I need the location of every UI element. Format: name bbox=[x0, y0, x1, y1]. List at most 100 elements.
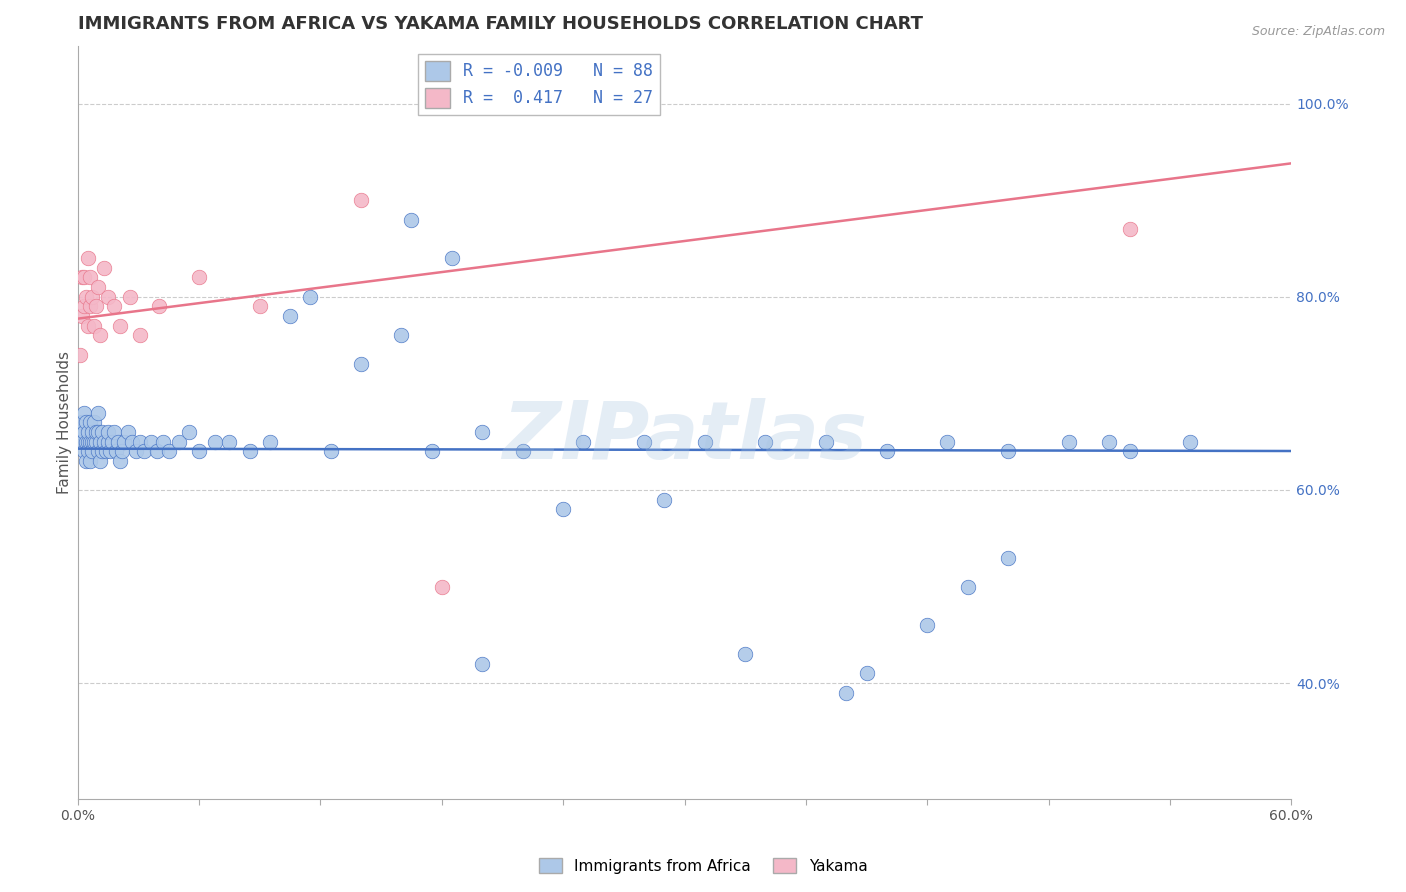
Point bbox=[997, 444, 1019, 458]
Point bbox=[108, 454, 131, 468]
Point bbox=[915, 618, 938, 632]
Text: ZIPatlas: ZIPatlas bbox=[502, 399, 868, 476]
Point bbox=[91, 444, 114, 458]
Point bbox=[105, 444, 128, 458]
Point bbox=[440, 251, 463, 265]
Point bbox=[148, 300, 170, 314]
Point bbox=[553, 502, 575, 516]
Point bbox=[73, 300, 96, 314]
Point bbox=[69, 425, 91, 439]
Point bbox=[84, 434, 107, 449]
Text: IMMIGRANTS FROM AFRICA VS YAKAMA FAMILY HOUSEHOLDS CORRELATION CHART: IMMIGRANTS FROM AFRICA VS YAKAMA FAMILY … bbox=[77, 15, 922, 33]
Point bbox=[79, 270, 101, 285]
Point bbox=[350, 358, 373, 372]
Point bbox=[129, 434, 152, 449]
Point bbox=[70, 434, 93, 449]
Point bbox=[239, 444, 262, 458]
Point bbox=[876, 444, 898, 458]
Point bbox=[633, 434, 655, 449]
Point bbox=[471, 657, 494, 671]
Point bbox=[572, 434, 595, 449]
Point bbox=[75, 416, 97, 430]
Point bbox=[87, 444, 110, 458]
Point bbox=[855, 666, 877, 681]
Point bbox=[87, 280, 110, 294]
Point bbox=[112, 434, 135, 449]
Point bbox=[89, 454, 111, 468]
Point bbox=[471, 425, 494, 439]
Point bbox=[134, 444, 156, 458]
Point bbox=[997, 550, 1019, 565]
Point bbox=[278, 309, 301, 323]
Point bbox=[93, 260, 115, 275]
Point bbox=[108, 318, 131, 333]
Legend: R = -0.009   N = 88, R =  0.417   N = 27: R = -0.009 N = 88, R = 0.417 N = 27 bbox=[418, 54, 659, 115]
Point bbox=[76, 251, 98, 265]
Point bbox=[204, 434, 226, 449]
Point bbox=[87, 425, 110, 439]
Point bbox=[734, 647, 756, 661]
Point bbox=[70, 309, 93, 323]
Point bbox=[101, 434, 124, 449]
Point bbox=[94, 444, 117, 458]
Point bbox=[76, 444, 98, 458]
Point bbox=[75, 454, 97, 468]
Point bbox=[111, 444, 134, 458]
Text: Source: ZipAtlas.com: Source: ZipAtlas.com bbox=[1251, 25, 1385, 38]
Point bbox=[218, 434, 240, 449]
Point bbox=[98, 444, 121, 458]
Point bbox=[1118, 444, 1140, 458]
Point bbox=[89, 328, 111, 343]
Point bbox=[121, 434, 143, 449]
Point bbox=[83, 318, 105, 333]
Point bbox=[188, 270, 211, 285]
Legend: Immigrants from Africa, Yakama: Immigrants from Africa, Yakama bbox=[533, 852, 873, 880]
Point bbox=[129, 328, 152, 343]
Point bbox=[75, 290, 97, 304]
Point bbox=[76, 318, 98, 333]
Point bbox=[512, 444, 534, 458]
Point bbox=[73, 406, 96, 420]
Point bbox=[120, 290, 142, 304]
Point bbox=[80, 425, 103, 439]
Point bbox=[84, 425, 107, 439]
Point bbox=[97, 290, 120, 304]
Point bbox=[1118, 222, 1140, 236]
Point bbox=[401, 212, 423, 227]
Point bbox=[693, 434, 716, 449]
Point bbox=[80, 290, 103, 304]
Point bbox=[389, 328, 412, 343]
Point bbox=[652, 492, 675, 507]
Point bbox=[103, 425, 125, 439]
Point bbox=[75, 434, 97, 449]
Point bbox=[107, 434, 129, 449]
Point bbox=[79, 434, 101, 449]
Point bbox=[89, 434, 111, 449]
Point bbox=[188, 444, 211, 458]
Point bbox=[956, 580, 979, 594]
Point bbox=[152, 434, 174, 449]
Point bbox=[76, 434, 98, 449]
Point bbox=[80, 444, 103, 458]
Point bbox=[350, 193, 373, 207]
Point bbox=[157, 444, 180, 458]
Point bbox=[97, 434, 120, 449]
Point bbox=[145, 444, 167, 458]
Point bbox=[76, 425, 98, 439]
Point bbox=[249, 300, 271, 314]
Point bbox=[103, 300, 125, 314]
Point bbox=[754, 434, 776, 449]
Point bbox=[1180, 434, 1202, 449]
Point bbox=[69, 348, 91, 362]
Point bbox=[79, 454, 101, 468]
Point bbox=[87, 406, 110, 420]
Point bbox=[83, 416, 105, 430]
Point bbox=[70, 416, 93, 430]
Point bbox=[1098, 434, 1121, 449]
Point bbox=[177, 425, 200, 439]
Point bbox=[73, 270, 96, 285]
Point bbox=[167, 434, 190, 449]
Point bbox=[70, 270, 93, 285]
Point bbox=[299, 290, 322, 304]
Point bbox=[430, 580, 453, 594]
